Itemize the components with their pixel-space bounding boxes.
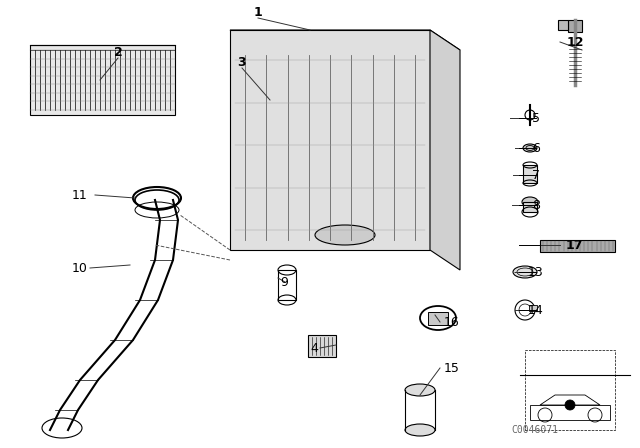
Text: 5: 5 — [532, 112, 540, 125]
Ellipse shape — [405, 424, 435, 436]
Polygon shape — [230, 30, 460, 50]
Text: 9: 9 — [280, 276, 288, 289]
Bar — [523, 202, 537, 212]
Text: 6: 6 — [532, 142, 540, 155]
Ellipse shape — [523, 144, 537, 152]
Text: 2: 2 — [114, 46, 122, 59]
Text: 4: 4 — [310, 341, 318, 354]
Text: 3: 3 — [237, 56, 246, 69]
Bar — [523, 165, 537, 183]
Ellipse shape — [513, 266, 537, 278]
Text: 13: 13 — [528, 266, 544, 279]
Text: 8: 8 — [532, 198, 540, 211]
Text: 1: 1 — [253, 5, 262, 18]
Bar — [308, 335, 336, 357]
Polygon shape — [540, 240, 615, 252]
Ellipse shape — [315, 225, 375, 245]
Polygon shape — [30, 45, 175, 115]
Bar — [278, 270, 296, 300]
Bar — [568, 20, 582, 32]
Text: 11: 11 — [72, 189, 88, 202]
Text: 7: 7 — [532, 168, 540, 181]
Circle shape — [565, 400, 575, 410]
Text: 14: 14 — [528, 303, 544, 316]
Text: C0046071: C0046071 — [511, 425, 559, 435]
Ellipse shape — [405, 384, 435, 396]
Text: 17: 17 — [565, 238, 583, 251]
Bar — [558, 20, 568, 30]
Text: 12: 12 — [566, 35, 584, 48]
Polygon shape — [430, 30, 460, 270]
Ellipse shape — [522, 197, 538, 207]
Text: 15: 15 — [444, 362, 460, 375]
Text: 10: 10 — [72, 262, 88, 275]
Polygon shape — [428, 312, 448, 325]
Text: 16: 16 — [444, 315, 460, 328]
Bar — [529, 305, 537, 311]
Polygon shape — [230, 30, 430, 250]
